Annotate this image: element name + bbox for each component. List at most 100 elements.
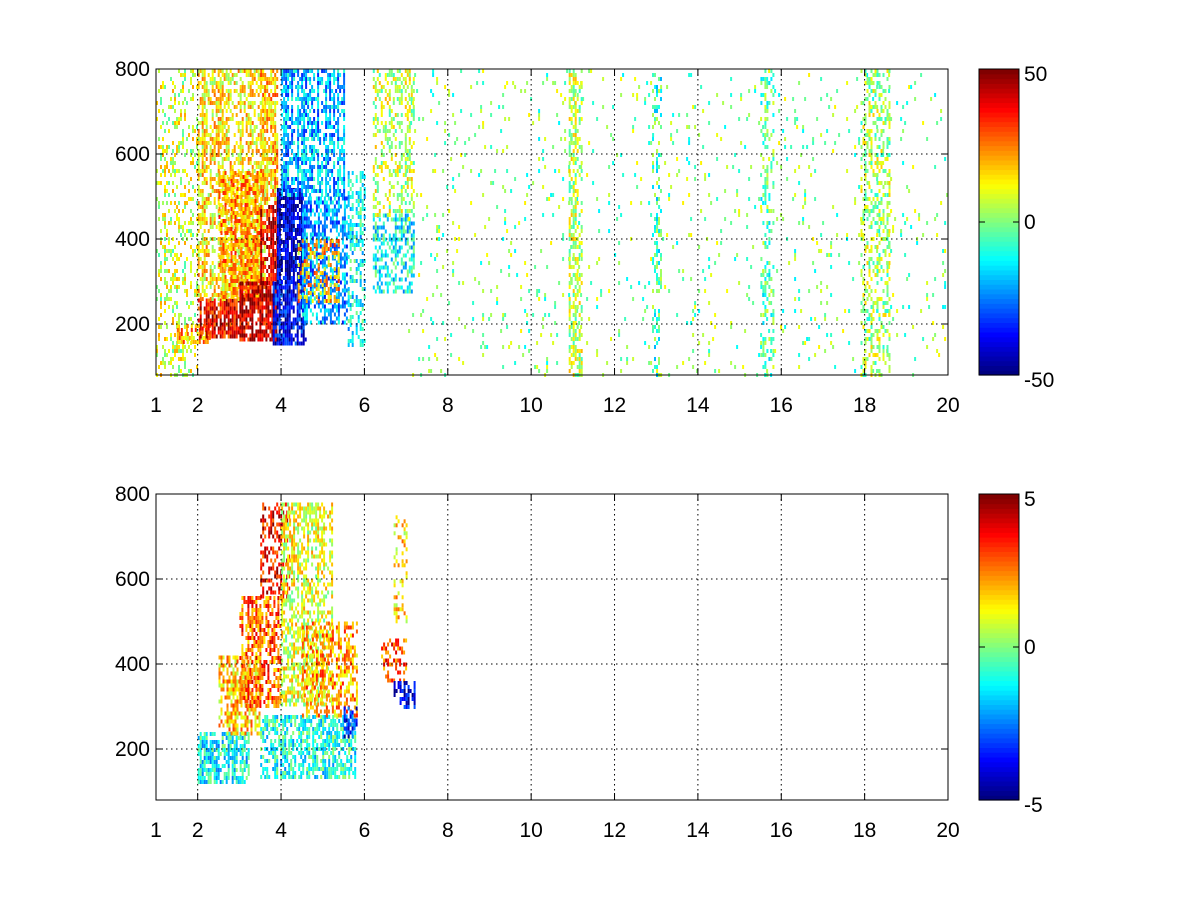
panel-1-heatmap-cell [239,93,242,97]
panel-1-heatmap-cell [246,195,249,199]
panel-1-heatmap-cell [315,243,318,247]
panel-1-heatmap-cell [317,113,320,117]
panel-1-heatmap-cell [345,280,348,285]
panel-1-heatmap-cell [232,255,235,259]
panel-1-heatmap-cell [317,200,320,205]
panel-1-heatmap-cell [184,185,186,189]
panel-1-heatmap-cell [219,302,222,307]
panel-1-heatmap-cell [255,285,258,290]
panel-1-heatmap-cell [198,340,201,344]
panel-1-heatmap-cell [351,223,354,227]
panel-1-heatmap-cell [295,153,298,157]
panel-1-heatmap-cell [227,237,230,241]
panel-1-heatmap-cell [349,315,352,319]
panel-1-heatmap-cell [199,169,202,173]
panel-1-heatmap-cell [248,291,251,295]
panel-1-heatmap-cell [305,145,308,149]
panel-1-heatmap-cell [174,173,176,177]
panel-1-heatmap-cell [270,101,273,105]
panel-1-heatmap-cell [290,264,293,268]
panel-1-heatmap-cell [271,333,274,338]
panel-1-heatmap-cell [301,181,304,185]
panel-1-heatmap-cell [361,207,364,211]
panel-1-heatmap-cell [184,109,186,113]
panel-1-heatmap-cell [160,313,162,317]
panel-1-heatmap-cell [220,179,223,183]
panel-1-heatmap-cell [290,256,293,260]
panel-1-heatmap-cell [325,316,328,321]
panel-1-heatmap-cell [333,251,336,255]
panel-1-heatmap-cell [309,236,312,241]
panel-1-heatmap-cell [205,205,208,209]
panel-1-heatmap-cell [295,157,298,161]
panel-1-heatmap-cell [268,253,271,257]
panel-1-heatmap-cell [268,161,271,165]
panel-1-heatmap-cell [325,208,328,213]
panel-1-heatmap-cell [219,141,222,145]
panel-1-heatmap-cell [176,324,179,328]
panel-1-heatmap-cell [280,260,283,264]
panel-1-heatmap-cell [188,336,191,340]
panel-1-heatmap-cell [241,329,244,334]
panel-1-heatmap-cell [188,197,190,201]
panel-1-heatmap-cell [230,287,233,291]
panel-1-heatmap-cell [347,215,350,219]
panel-1-heatmap-cell [253,93,256,97]
panel-1-heatmap-cell [291,73,294,77]
panel-1-heatmap-cell [345,244,348,249]
panel-1-heatmap-cell [270,245,273,249]
panel-1-heatmap-cell [239,105,242,109]
panel-1-heatmap-cell [301,189,304,193]
panel-1-heatmap-cell [201,69,204,73]
panel-1-heatmap-cell [331,288,334,293]
panel-1-heatmap-cell [301,228,304,233]
panel-1-heatmap-cell [311,157,314,161]
panel-1-heatmap-cell [286,264,289,268]
panel-1-heatmap-cell [309,255,312,259]
panel-1-heatmap-cell [292,272,295,276]
panel-1-heatmap-cell [246,255,249,259]
panel-1-heatmap-cell [327,181,330,185]
panel-1-heatmap-cell [349,223,352,227]
panel-1-heatmap-cell [337,101,340,105]
panel-1-heatmap-cell [280,256,283,260]
panel-1-heatmap-cell [311,268,314,273]
panel-1-heatmap-cell [174,269,176,273]
panel-1-heatmap-cell [294,321,297,326]
panel-1-heatmap-cell [331,280,334,285]
panel-1-heatmap-cell [272,317,275,322]
panel-1-heatmap-cell [162,85,164,89]
panel-1-heatmap-cell [221,302,224,307]
panel-1-heatmap-cell [286,333,289,338]
panel-1-heatmap-cell [317,69,320,73]
panel-1-heatmap-cell [345,308,348,313]
panel-1-heatmap-cell [248,207,251,211]
panel-1-heatmap-cell [270,209,273,213]
panel-1-heatmap-cell [164,113,166,117]
panel-1-heatmap-cell [372,285,375,290]
panel-1-heatmap-cell [209,77,212,81]
panel-1-heatmap-cell [408,289,411,294]
panel-1-heatmap-cell [272,333,275,338]
panel-1-heatmap-cell [281,189,284,193]
panel-1-heatmap-cell [160,173,162,177]
panel-1-heatmap-cell [180,89,182,93]
panel-1-heatmap-cell [378,201,381,205]
panel-1-heatmap-cell [343,149,346,153]
panel-1-heatmap-cell [272,297,275,302]
panel-1-heatmap-cell [244,207,247,211]
panel-1-heatmap-cell [199,293,202,297]
panel-1-heatmap-cell [190,369,192,373]
panel-1-heatmap-cell [351,171,354,175]
panel-1-heatmap-cell [287,169,290,173]
panel-1-heatmap-cell [287,89,290,93]
panel-1-heatmap-cell [224,295,227,299]
panel-1-heatmap-cell [380,161,383,165]
panel-1-heatmap-cell [240,247,243,251]
panel-1-heatmap-cell [184,321,186,325]
panel-1-heatmap-cell [311,129,314,133]
panel-1-heatmap-cell [388,193,391,197]
panel-1-heatmap-cell [260,229,263,233]
panel-1-heatmap-cell [299,247,302,251]
panel-1-heatmap-cell [372,117,375,121]
